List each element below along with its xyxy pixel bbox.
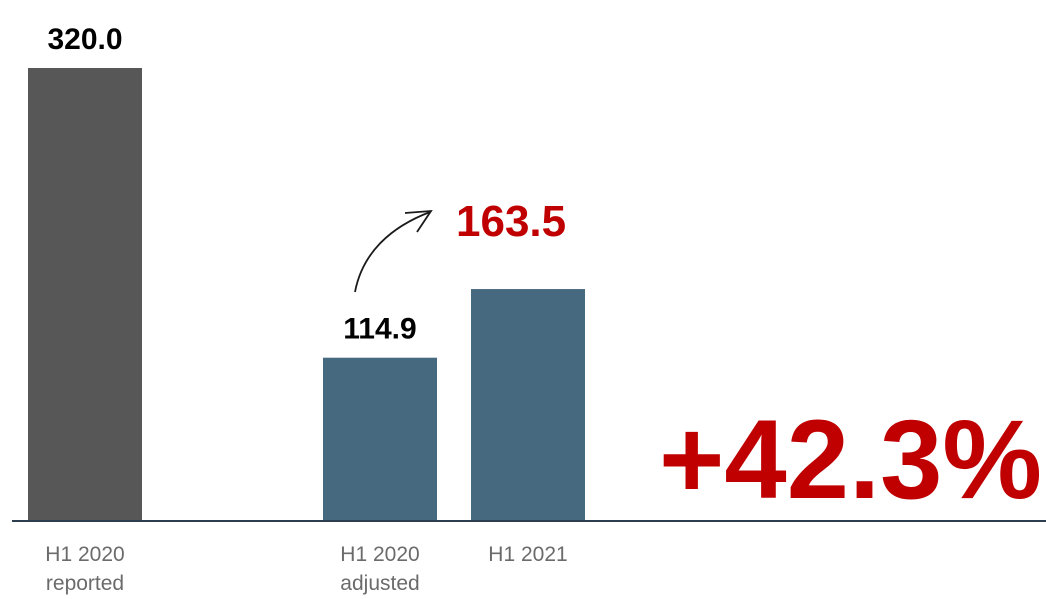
x-tick-label-3: H1 2021: [488, 543, 567, 566]
bar-2: [323, 357, 437, 520]
value-label-2: 114.9: [343, 313, 416, 346]
bars-group: [28, 68, 585, 520]
growth-annotation: +42.3%: [659, 397, 1042, 522]
x-tick-line: reported: [46, 572, 124, 595]
value-labels: 320.0 114.9 163.5: [47, 23, 566, 346]
x-tick-labels: H1 2020 reported H1 2020 adjusted H1 2021: [45, 543, 567, 595]
x-tick-line: H1 2021: [488, 543, 567, 566]
x-tick-line: H1 2020: [340, 543, 419, 566]
x-tick-label-1: H1 2020 reported: [45, 543, 124, 595]
growth-arrow: [354, 211, 431, 293]
arrow-head-icon: [404, 209, 433, 233]
x-tick-line: H1 2020: [45, 543, 124, 566]
bar-3: [471, 289, 585, 520]
value-label-3: 163.5: [456, 197, 566, 246]
x-tick-label-2: H1 2020 adjusted: [340, 543, 419, 595]
x-tick-line: adjusted: [340, 572, 419, 595]
value-label-1: 320.0: [47, 23, 122, 56]
bar-1: [28, 68, 142, 520]
